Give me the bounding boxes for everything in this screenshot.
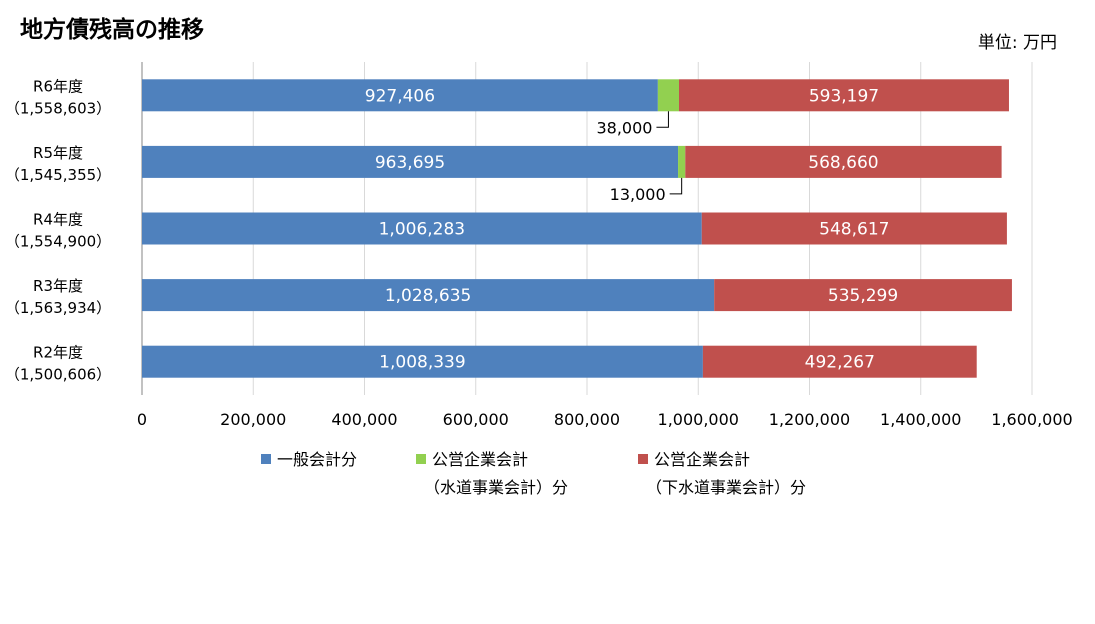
legend: 一般会計分 公営企業会計 （水道事業会計）分 公営企業会計 （下水道事業会計）分 — [261, 450, 806, 497]
unit-label: 単位: 万円 — [977, 33, 1057, 53]
x-axis: 0 200,000 400,000 600,000 800,000 1,000,000 1,… — [137, 410, 1073, 429]
leader-line — [656, 111, 669, 128]
legend-swatch-water — [416, 454, 426, 464]
data-label: 1,006,283 — [379, 220, 466, 240]
bar-general — [142, 145, 679, 178]
legend-swatch-general — [261, 454, 271, 464]
bar-general — [142, 212, 702, 245]
data-label: 492,267 — [805, 353, 875, 373]
bar-general — [142, 279, 715, 312]
data-label: 38,000 — [596, 118, 652, 137]
data-label: 927,406 — [365, 86, 435, 106]
category-total: （1,554,900） — [5, 233, 111, 251]
data-label: 548,617 — [819, 220, 889, 240]
bar-general — [142, 79, 658, 112]
bar-water — [678, 145, 686, 178]
category-total: （1,500,606） — [5, 366, 111, 384]
data-label: 568,660 — [808, 153, 878, 173]
bar-sewer — [702, 345, 977, 378]
x-tick-label: 200,000 — [220, 410, 286, 429]
data-label: 963,695 — [375, 153, 445, 173]
data-label: 1,008,339 — [379, 353, 466, 373]
legend-swatch-sewer — [638, 454, 648, 464]
data-label: 535,299 — [828, 286, 898, 306]
bar-water — [657, 79, 680, 112]
data-label: 1,028,635 — [385, 286, 472, 306]
y-axis-labels: R6年度 （1,558,603） R5年度 （1,545,355） R4年度 （1,554… — [5, 77, 111, 383]
bar-general — [142, 345, 703, 378]
page-title: 地方債残高の推移 — [20, 17, 204, 43]
legend-label-water-2: （水道事業会計）分 — [424, 478, 568, 497]
x-tick-label: 1,400,000 — [880, 410, 961, 429]
category-label: R4年度 — [33, 211, 83, 229]
category-total: （1,563,934） — [5, 299, 111, 317]
category-total: （1,545,355） — [5, 166, 111, 184]
bar-sewer — [714, 279, 1012, 312]
legend-label-water-1: 公営企業会計 — [432, 450, 528, 469]
x-tick-label: 800,000 — [554, 410, 620, 429]
category-label: R6年度 — [33, 77, 83, 95]
bar-sewer — [701, 212, 1007, 245]
bar-sewer — [679, 79, 1009, 112]
category-label: R2年度 — [33, 344, 83, 362]
leader-line — [669, 177, 683, 195]
data-label: 13,000 — [610, 185, 666, 204]
category-label: R3年度 — [33, 277, 83, 295]
legend-label-general: 一般会計分 — [277, 450, 357, 469]
x-tick-label: 0 — [137, 410, 147, 429]
category-label: R5年度 — [33, 144, 83, 162]
bar-sewer — [685, 145, 1002, 178]
x-tick-label: 600,000 — [443, 410, 509, 429]
x-tick-label: 1,000,000 — [658, 410, 739, 429]
x-tick-label: 1,200,000 — [769, 410, 850, 429]
legend-label-sewer-2: （下水道事業会計）分 — [646, 478, 806, 497]
x-tick-label: 1,600,000 — [991, 410, 1072, 429]
category-total: （1,558,603） — [5, 99, 111, 117]
bars: 927,406 38,000 593,197 963,695 13,000 568,660… — [142, 79, 1012, 378]
legend-label-sewer-1: 公営企業会計 — [654, 450, 750, 469]
x-tick-label: 400,000 — [331, 410, 397, 429]
data-label: 593,197 — [809, 86, 879, 106]
